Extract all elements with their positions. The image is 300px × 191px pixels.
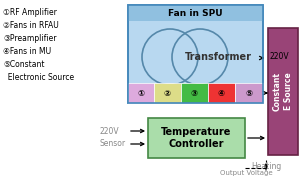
Text: Heating: Heating <box>251 162 281 171</box>
Text: ③: ③ <box>191 88 198 97</box>
Bar <box>128 83 154 103</box>
Text: ⑤: ⑤ <box>245 88 253 97</box>
Bar <box>181 83 208 103</box>
Bar <box>235 83 263 103</box>
Text: Sensor: Sensor <box>100 139 126 148</box>
Text: Constant
E Source: Constant E Source <box>273 72 293 111</box>
Text: ④Fans in MU: ④Fans in MU <box>3 47 51 56</box>
Text: Output Voltage: Output Voltage <box>220 170 273 176</box>
Text: ②Fans in RFAU: ②Fans in RFAU <box>3 21 59 30</box>
Text: ②: ② <box>164 88 171 97</box>
Text: 220V: 220V <box>100 126 120 135</box>
Text: ⑤Constant: ⑤Constant <box>3 60 44 69</box>
Text: ③Preamplifier: ③Preamplifier <box>3 34 56 43</box>
Bar <box>128 5 263 103</box>
Bar <box>128 5 263 21</box>
Bar <box>208 83 235 103</box>
Bar <box>268 28 298 155</box>
Text: 220V: 220V <box>270 52 290 61</box>
Text: Temperature
Controller: Temperature Controller <box>161 127 232 149</box>
Text: ④: ④ <box>218 88 225 97</box>
Text: ①: ① <box>137 88 145 97</box>
Bar <box>148 118 245 158</box>
Text: Electronic Source: Electronic Source <box>3 73 74 82</box>
Bar <box>128 5 263 103</box>
Text: Transformer: Transformer <box>184 52 251 62</box>
Text: ①RF Amplifier: ①RF Amplifier <box>3 8 57 17</box>
Bar <box>154 83 181 103</box>
Text: Fan in SPU: Fan in SPU <box>168 9 223 18</box>
